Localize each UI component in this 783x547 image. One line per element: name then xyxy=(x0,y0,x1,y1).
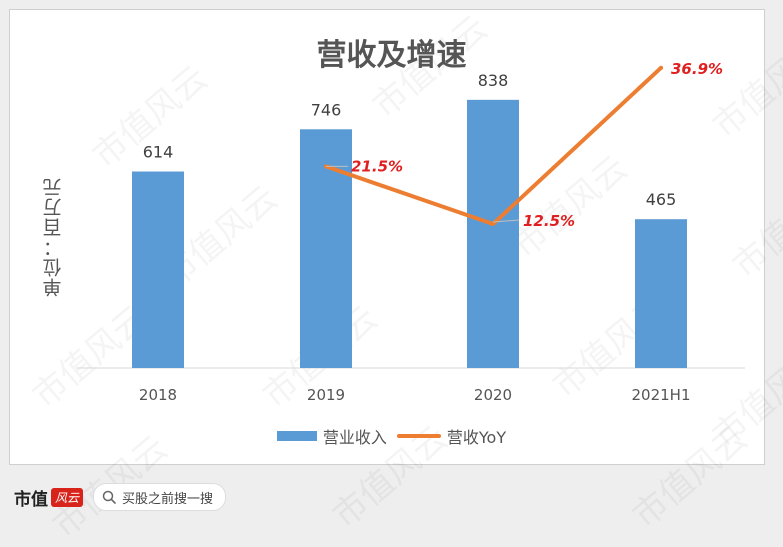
legend: 营业收入 营收YoY xyxy=(0,424,783,448)
yoy-label-2019: 21.5% xyxy=(351,157,403,175)
yoy-label-2020: 12.5% xyxy=(523,212,575,230)
search-placeholder: 买股之前搜一搜 xyxy=(122,491,214,507)
legend-swatch-bar xyxy=(276,431,317,441)
yoy-leader-2020 xyxy=(492,219,520,223)
x-tick-label-2018: 2018 xyxy=(139,386,177,404)
legend-label-revenue: 营业收入 xyxy=(322,428,387,447)
yoy-point-2021H1 xyxy=(659,65,663,70)
brand-name: 市值 xyxy=(14,489,48,510)
bar-value-label-2020: 838 xyxy=(478,71,509,90)
chart-plot: 614 2018 746 2019 838 2020 465 2021H1 21.5% 12.5%… xyxy=(76,60,745,404)
search-button[interactable]: 买股之前搜一搜 xyxy=(93,483,227,511)
bar-2021H1 xyxy=(635,219,687,368)
bar-2018 xyxy=(132,171,184,368)
bar-value-label-2018: 614 xyxy=(143,143,174,162)
bar-value-label-2019: 746 xyxy=(311,100,342,119)
brand-logo: 风云 xyxy=(51,487,84,507)
x-tick-label-2020: 2020 xyxy=(474,386,512,404)
legend-label-yoy: 营收YoY xyxy=(446,428,507,447)
x-tick-label-2019: 2019 xyxy=(307,386,345,404)
legend-swatch-line xyxy=(396,434,441,438)
yoy-label-2021H1: 36.9% xyxy=(671,60,723,78)
bar-2019 xyxy=(300,129,352,368)
yoy-point-2020 xyxy=(491,222,495,226)
chart-title: 营收及增速 xyxy=(316,38,467,73)
legend-item-revenue: 营业收入 xyxy=(276,424,387,448)
bar-2020 xyxy=(467,99,519,368)
bar-value-label-2021H1: 465 xyxy=(646,190,677,209)
x-tick-label-2021H1: 2021H1 xyxy=(632,386,691,404)
legend-item-yoy: 营收YoY xyxy=(396,424,507,448)
search-icon xyxy=(102,490,116,504)
footer-bar: 市值 风云 买股之前搜一搜 xyxy=(14,483,227,511)
